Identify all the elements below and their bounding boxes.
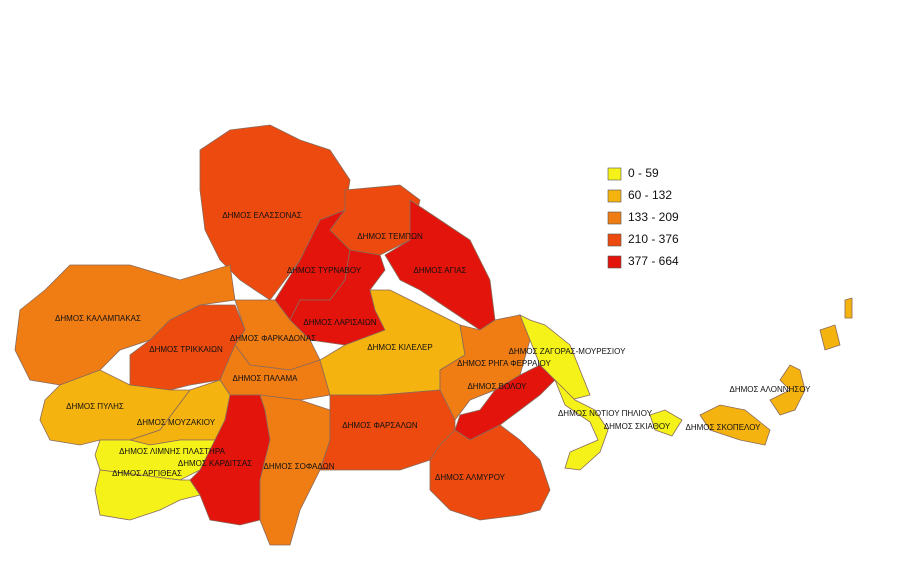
legend-label: 0 - 59 bbox=[628, 166, 659, 180]
region-shape bbox=[769, 364, 806, 416]
legend-label: 210 - 376 bbox=[628, 232, 679, 246]
region-label: ΔΗΜΟΣ ΖΑΓΟΡΑΣ-ΜΟΥΡΕΣΙΟΥ bbox=[509, 347, 626, 356]
region-shape bbox=[649, 409, 683, 437]
region-label: ΔΗΜΟΣ ΣΟΦΑΔΩΝ bbox=[264, 462, 335, 471]
region-label: ΔΗΜΟΣ ΚΑΛΑΜΠΑΚΑΣ bbox=[55, 314, 141, 323]
region-shape bbox=[554, 379, 609, 471]
region-label: ΔΗΜΟΣ ΛΙΜΝΗΣ ΠΛΑΣΤΗΡΑ bbox=[119, 447, 225, 456]
region-label: ΔΗΜΟΣ ΤΕΜΠΩΝ bbox=[357, 232, 423, 241]
legend-label: 377 - 664 bbox=[628, 254, 679, 268]
region-label: ΔΗΜΟΣ ΚΙΛΕΛΕΡ bbox=[367, 343, 432, 352]
region-label: ΔΗΜΟΣ ΠΑΛΑΜΑ bbox=[233, 374, 299, 383]
region-label: ΔΗΜΟΣ ΣΚΙΑΘΟΥ bbox=[604, 422, 671, 431]
region-shape bbox=[519, 314, 591, 401]
legend-label: 60 - 132 bbox=[628, 188, 672, 202]
region-label: ΔΗΜΟΣ ΤΡΙΚΚΑΙΩΝ bbox=[149, 345, 223, 354]
region-shape bbox=[819, 324, 841, 351]
region-shape bbox=[319, 389, 456, 471]
region-shape bbox=[454, 364, 556, 441]
region-label: ΔΗΜΟΣ ΑΡΓΙΘΕΑΣ bbox=[112, 469, 182, 478]
region-shape bbox=[844, 297, 853, 319]
region-label: ΔΗΜΟΣ ΛΑΡΙΣΑΙΩΝ bbox=[303, 318, 376, 327]
region-labels: ΔΗΜΟΣ ΕΛΑΣΣΟΝΑΣ ΔΗΜΟΣ ΤΕΜΠΩΝ ΔΗΜΟΣ ΑΓΙΑΣ ΔΗ… bbox=[55, 211, 811, 482]
region-label: ΔΗΜΟΣ ΚΑΡΔΙΤΣΑΣ bbox=[178, 459, 252, 468]
region-label: ΔΗΜΟΣ ΤΥΡΝΑΒΟΥ bbox=[287, 266, 362, 275]
region-shape bbox=[384, 199, 496, 331]
regions bbox=[14, 124, 853, 546]
region-label: ΔΗΜΟΣ ΦΑΡΣΑΛΩΝ bbox=[342, 421, 418, 430]
region-label: ΔΗΜΟΣ ΑΓΙΑΣ bbox=[414, 266, 467, 275]
region-label: ΔΗΜΟΣ ΝΟΤΙΟΥ ΠΗΛΙΟΥ bbox=[558, 409, 653, 418]
legend-swatch bbox=[607, 211, 622, 225]
region-label: ΔΗΜΟΣ ΜΟΥΖΑΚΙΟΥ bbox=[137, 418, 216, 427]
legend: 0 - 59 60 - 132 133 - 209 210 - 376 377 - 66… bbox=[607, 166, 679, 269]
region-shape bbox=[429, 424, 551, 521]
region-label: ΔΗΜΟΣ ΠΥΛΗΣ bbox=[66, 402, 124, 411]
region-shape bbox=[94, 469, 201, 521]
region-label: ΔΗΜΟΣ ΑΛΜΥΡΟΥ bbox=[435, 473, 506, 482]
legend-label: 133 - 209 bbox=[628, 210, 679, 224]
region-label: ΔΗΜΟΣ ΣΚΟΠΕΛΟΥ bbox=[685, 423, 761, 432]
region-label: ΔΗΜΟΣ ΑΛΟΝΝΗΣΟΥ bbox=[729, 385, 811, 394]
legend-swatch bbox=[607, 167, 622, 181]
region-shape bbox=[699, 404, 771, 446]
legend-swatch bbox=[607, 233, 622, 247]
legend-swatch bbox=[607, 255, 622, 269]
region-label: ΔΗΜΟΣ ΡΗΓΑ ΦΕΡΡΑΙΟΥ bbox=[457, 359, 551, 368]
region-label: ΔΗΜΟΣ ΒΟΛΟΥ bbox=[467, 382, 527, 391]
region-label: ΔΗΜΟΣ ΦΑΡΚΑΔΟΝΑΣ bbox=[230, 334, 316, 343]
legend-swatch bbox=[607, 189, 622, 203]
region-label: ΔΗΜΟΣ ΕΛΑΣΣΟΝΑΣ bbox=[222, 211, 301, 220]
